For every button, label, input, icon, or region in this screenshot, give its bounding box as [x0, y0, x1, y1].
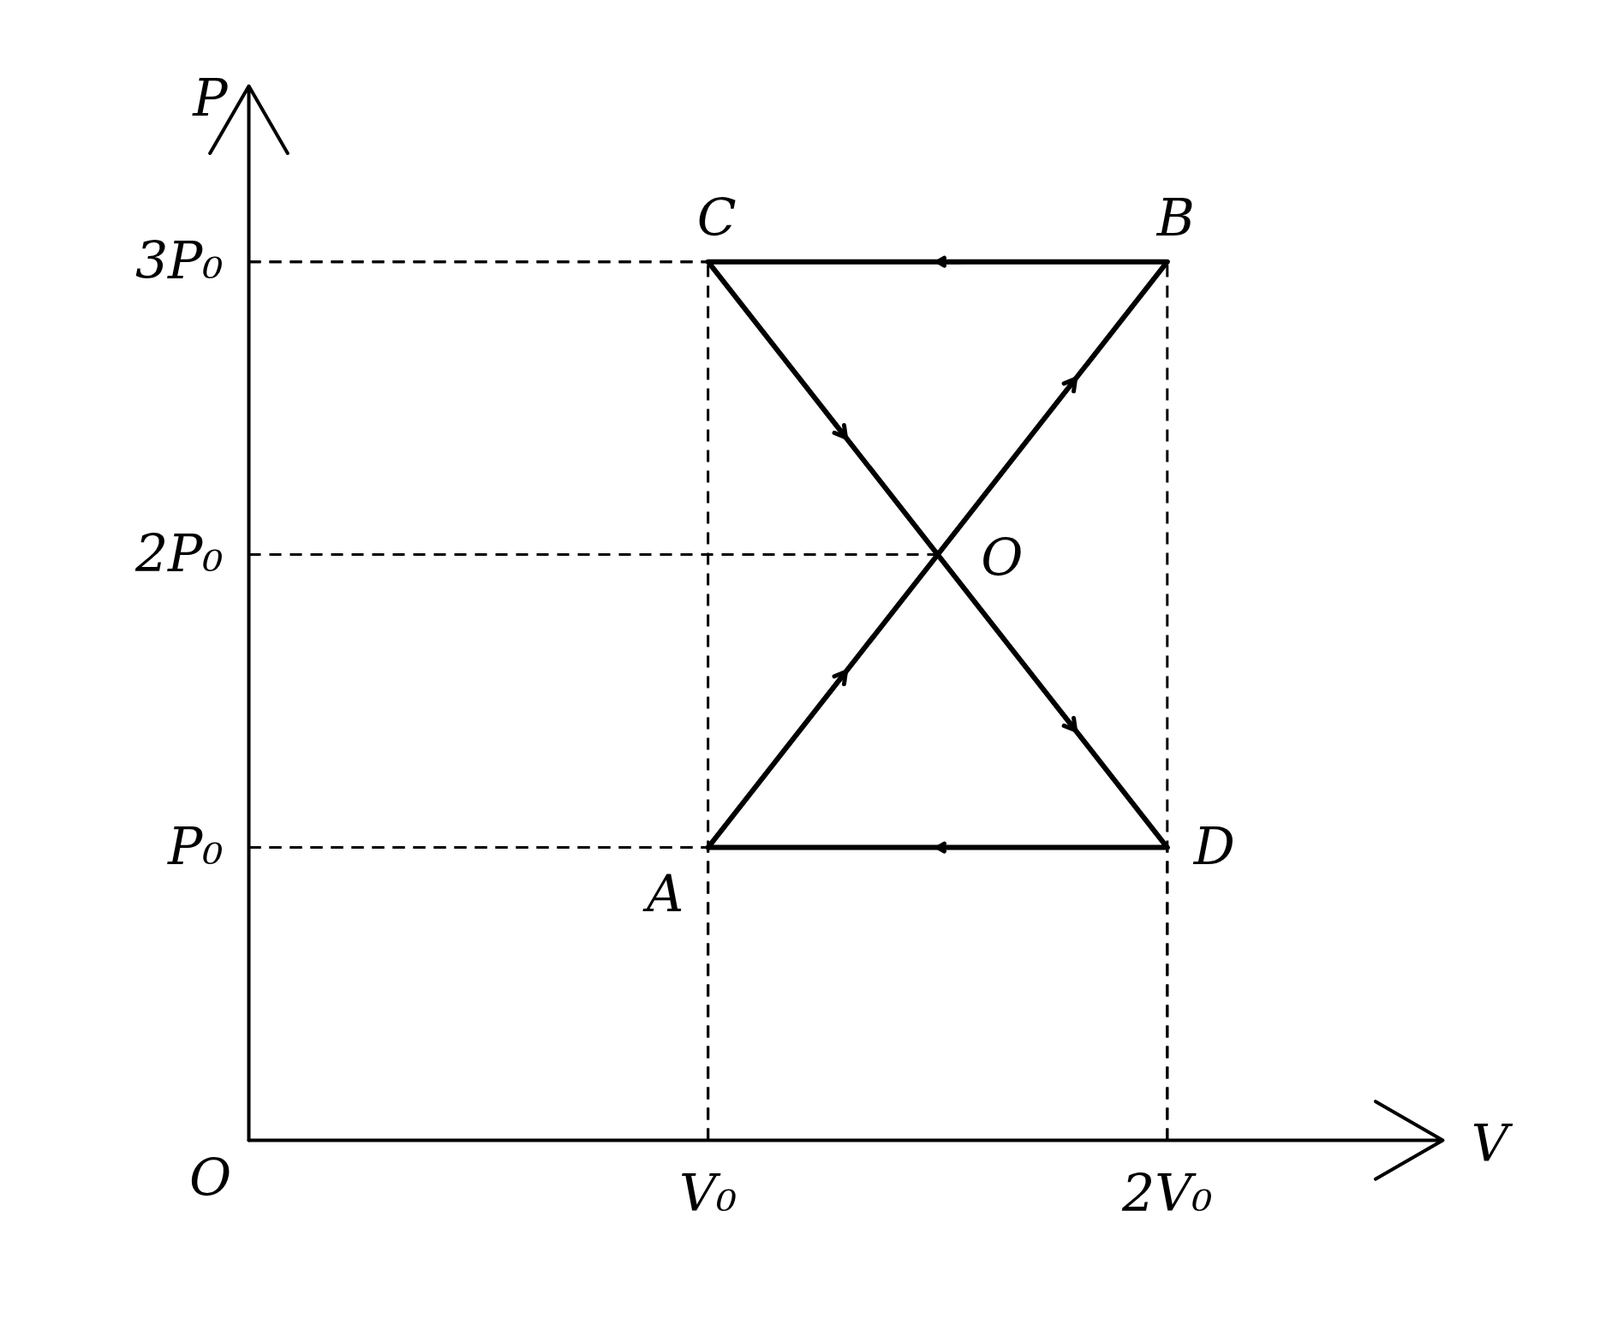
svg-text:O: O [189, 1147, 232, 1208]
svg-text:3P₀: 3P₀ [135, 230, 224, 291]
svg-text:A: A [642, 863, 684, 924]
svg-text:2V₀: 2V₀ [1121, 1163, 1213, 1224]
svg-text:2P₀: 2P₀ [134, 523, 224, 584]
svg-text:O: O [980, 527, 1023, 588]
svg-text:P: P [191, 67, 229, 128]
svg-text:V₀: V₀ [679, 1163, 737, 1224]
svg-text:B: B [1156, 187, 1195, 248]
svg-text:D: D [1193, 816, 1236, 877]
svg-text:V: V [1471, 1113, 1514, 1174]
svg-text:C: C [697, 187, 737, 248]
svg-text:P₀: P₀ [167, 816, 223, 877]
